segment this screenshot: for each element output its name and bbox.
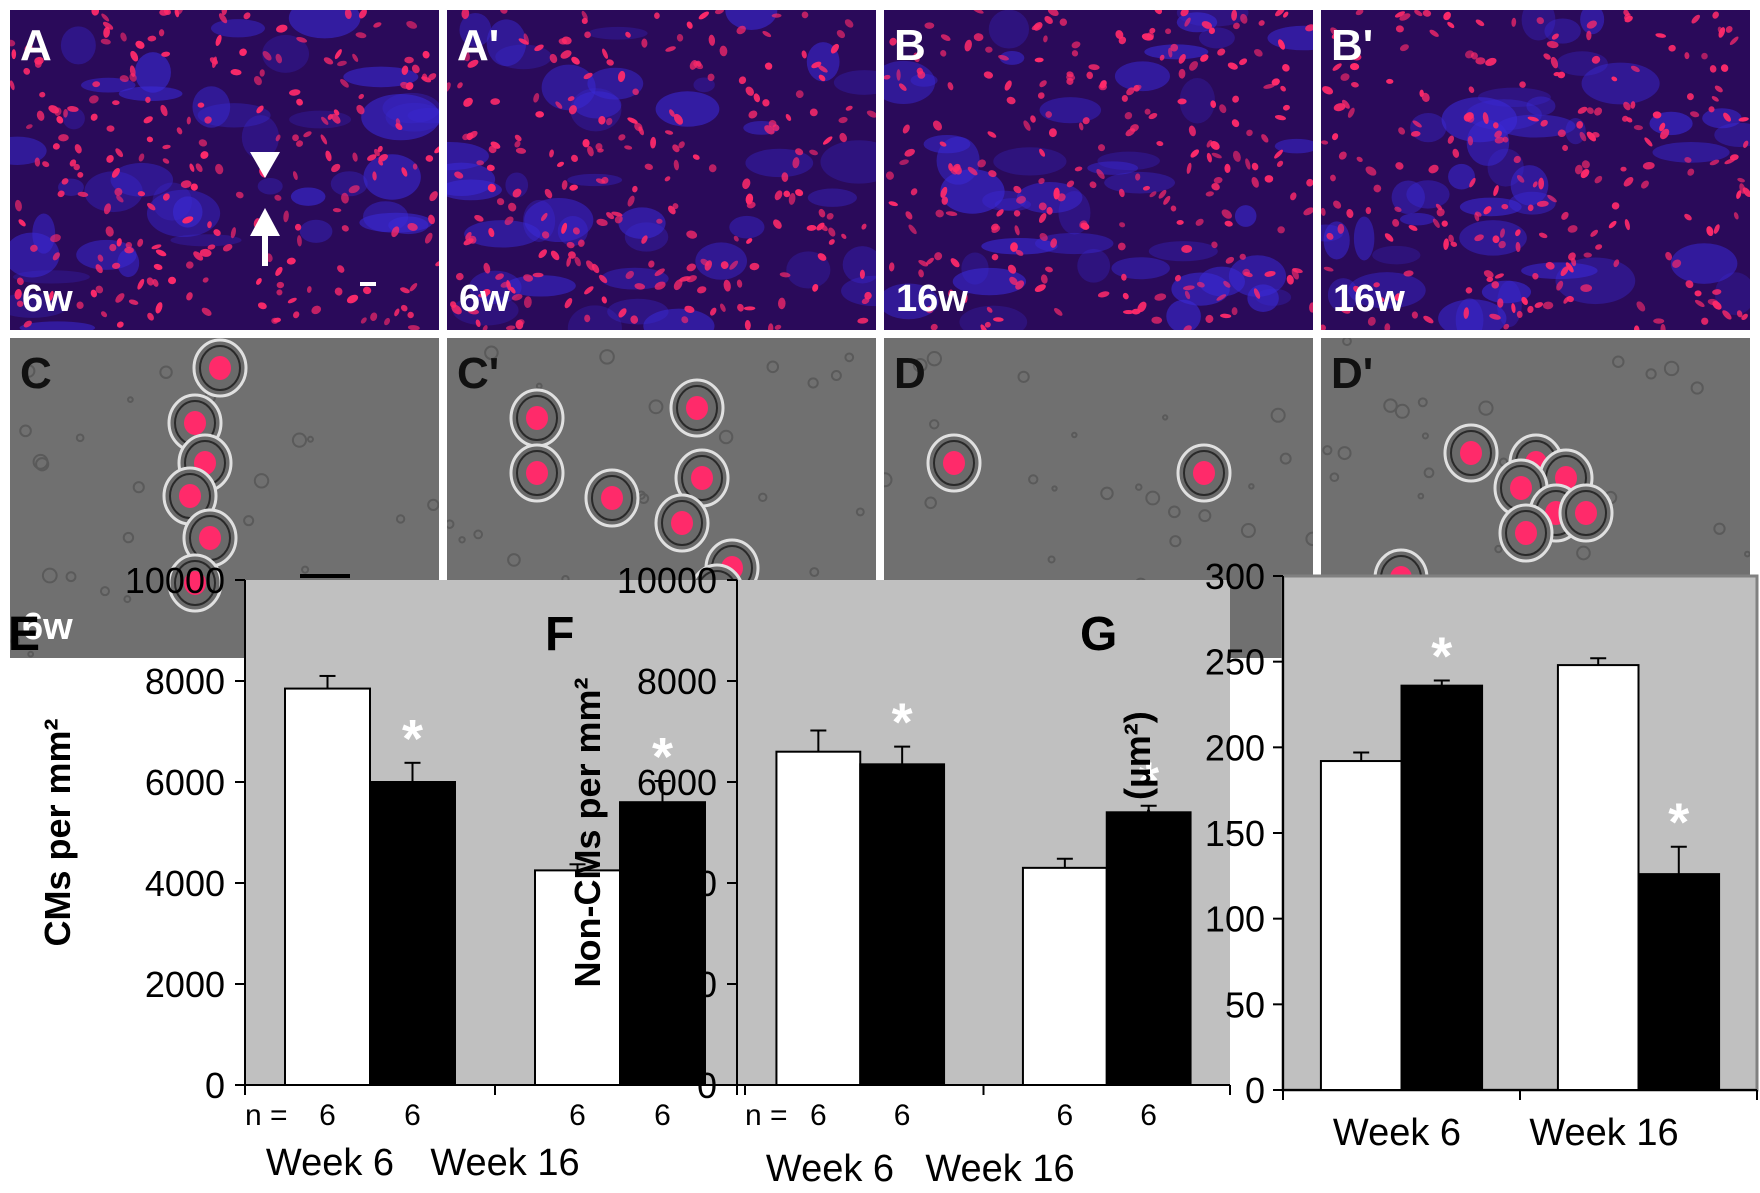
n-count: 6 xyxy=(1140,1099,1157,1132)
brightfield-image xyxy=(10,338,439,658)
x-category-label: Week 6 xyxy=(1333,1112,1461,1154)
fluorescence-image xyxy=(1321,10,1750,330)
cardiomyocyte-cell xyxy=(584,468,640,528)
bar xyxy=(1400,684,1484,1091)
timepoint-label: 6w xyxy=(22,278,73,320)
y-tick-label: 4000 xyxy=(637,863,717,904)
y-tick-label: 8000 xyxy=(637,661,717,702)
y-tick-label: 100 xyxy=(1205,899,1265,940)
timepoint-label: 16w xyxy=(1333,278,1405,320)
image-panel-b-prime: B' 16w xyxy=(1321,10,1750,330)
panel-letter: E xyxy=(8,608,40,661)
panel-letter: A xyxy=(20,21,52,70)
y-tick-label: 250 xyxy=(1205,642,1265,683)
x-category-label: Week 16 xyxy=(430,1142,579,1184)
y-tick-label: 150 xyxy=(1205,813,1265,854)
cardiomyocyte-cell xyxy=(926,433,982,493)
cardiomyocyte-cell xyxy=(1443,423,1499,483)
significance-asterisk: * xyxy=(652,727,673,787)
x-category-label: Week 6 xyxy=(766,1148,894,1190)
scale-bar xyxy=(360,282,376,286)
y-tick-label: 2000 xyxy=(637,964,717,1005)
y-axis-label: CMs per mm² xyxy=(37,718,78,946)
n-count: 6 xyxy=(569,1099,586,1132)
bar xyxy=(369,781,456,1086)
x-category-label: Week 6 xyxy=(266,1142,394,1184)
bar xyxy=(1105,811,1192,1086)
x-category-label: Week 16 xyxy=(925,1148,1074,1190)
n-count: 6 xyxy=(319,1099,336,1132)
arrowhead-marker xyxy=(250,152,280,178)
y-axis-label: CM Area (µm²) xyxy=(1117,711,1158,954)
fluorescence-image xyxy=(447,10,876,330)
panel-letter: B xyxy=(894,21,926,70)
n-count: 6 xyxy=(654,1099,671,1132)
y-tick-label: 200 xyxy=(1205,727,1265,768)
bar xyxy=(284,687,371,1086)
cardiomyocyte-cell xyxy=(1558,483,1614,543)
x-category-label: Week 16 xyxy=(1529,1112,1678,1154)
image-panel-a-prime: A' 6w xyxy=(447,10,876,330)
cardiomyocyte-cell xyxy=(167,553,223,613)
n-prefix: n = xyxy=(745,1099,788,1132)
bar xyxy=(1556,664,1640,1091)
y-tick-label: 4000 xyxy=(145,863,225,904)
y-tick-label: 0 xyxy=(1245,1070,1265,1111)
y-tick-label: 10000 xyxy=(617,560,717,601)
y-tick-label: 6000 xyxy=(145,762,225,803)
bar xyxy=(1021,866,1108,1086)
image-panel-b: B 16w xyxy=(884,10,1313,330)
n-count: 6 xyxy=(404,1099,421,1132)
y-axis-label: Non-CMs per mm² xyxy=(567,677,608,987)
panel-letter: C xyxy=(20,349,52,398)
bar xyxy=(534,869,621,1086)
panel-letter: D' xyxy=(1331,349,1374,398)
significance-asterisk: * xyxy=(1431,627,1452,687)
cardiomyocyte-cell xyxy=(1498,503,1554,563)
significance-asterisk: * xyxy=(1138,752,1159,812)
y-tick-label: 0 xyxy=(697,1065,717,1106)
timepoint-label: 6w xyxy=(22,606,73,648)
y-tick-label: 300 xyxy=(1205,556,1265,597)
y-tick-label: 8000 xyxy=(145,661,225,702)
significance-asterisk: * xyxy=(402,709,423,769)
cardiomyocyte-cell xyxy=(509,388,565,448)
bar xyxy=(775,750,862,1086)
panel-letter: D xyxy=(894,349,926,398)
bar xyxy=(859,763,946,1086)
n-count: 6 xyxy=(1057,1099,1074,1132)
cardiomyocyte-cell xyxy=(674,448,730,508)
y-tick-label: 50 xyxy=(1225,984,1265,1025)
panel-letter: F xyxy=(545,608,574,661)
cardiomyocyte-cell xyxy=(1176,443,1232,503)
fluorescence-image xyxy=(10,10,439,330)
cardiomyocyte-cell xyxy=(654,493,710,553)
y-tick-label: 6000 xyxy=(637,762,717,803)
bar xyxy=(1319,760,1403,1091)
bar xyxy=(1637,873,1721,1091)
bar xyxy=(619,801,706,1086)
timepoint-label: 6w xyxy=(459,278,510,320)
n-count: 6 xyxy=(894,1099,911,1132)
panel-letter: C' xyxy=(457,349,500,398)
y-tick-label: 10000 xyxy=(125,560,225,601)
cardiomyocyte-cell xyxy=(509,443,565,503)
fluorescence-image xyxy=(884,10,1313,330)
y-tick-label: 0 xyxy=(205,1065,225,1106)
image-panel-a: A 6w xyxy=(10,10,439,330)
panel-letter: B' xyxy=(1331,21,1374,70)
cardiomyocyte-cell xyxy=(669,378,725,438)
significance-asterisk: * xyxy=(1668,793,1689,853)
timepoint-label: 16w xyxy=(896,278,968,320)
panel-letter: A' xyxy=(457,21,500,70)
n-prefix: n = xyxy=(245,1099,288,1132)
scale-bar xyxy=(300,574,350,578)
y-tick-label: 2000 xyxy=(145,964,225,1005)
arrow-marker xyxy=(250,208,280,266)
significance-asterisk: * xyxy=(892,693,913,753)
cardiomyocyte-cell xyxy=(192,338,248,398)
panel-letter: G xyxy=(1080,608,1117,661)
n-count: 6 xyxy=(810,1099,827,1132)
